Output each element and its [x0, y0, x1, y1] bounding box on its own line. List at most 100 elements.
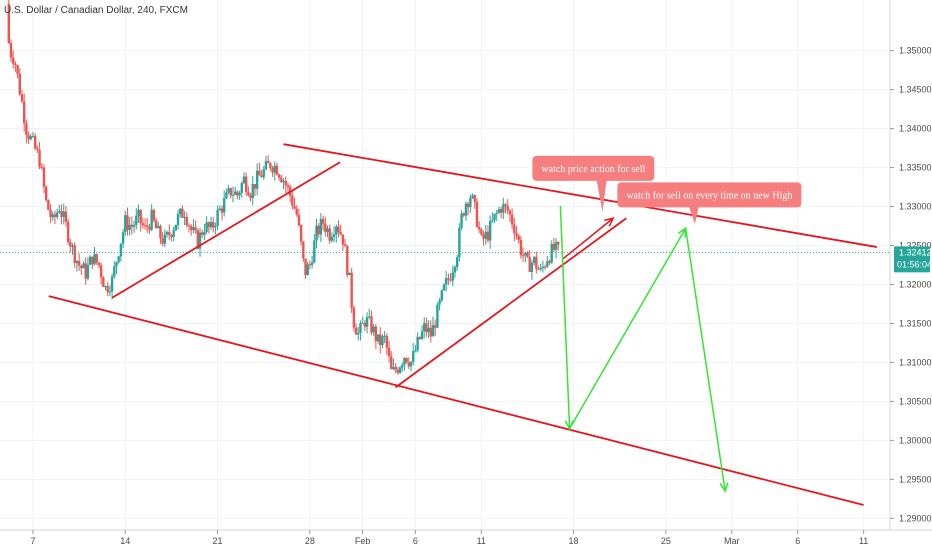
candle-body — [328, 228, 331, 241]
trend-line — [111, 161, 341, 299]
candle-body — [247, 191, 250, 196]
candle-body — [9, 43, 13, 58]
candle-body — [286, 185, 290, 187]
candle-body — [220, 208, 224, 213]
candle-body — [137, 209, 140, 216]
candle-body — [396, 369, 400, 373]
candle-body — [486, 231, 490, 241]
candle-body — [218, 208, 221, 211]
candle-body — [429, 327, 433, 337]
candle-body — [423, 323, 426, 332]
candle-body — [181, 208, 184, 218]
candle-body — [242, 176, 246, 184]
candle-body — [172, 230, 175, 237]
candle-body — [403, 358, 406, 365]
candle-body — [104, 286, 107, 288]
candle-body — [361, 322, 364, 324]
price-tick-label: 1.29500 — [899, 474, 932, 484]
time-tick-label: Feb — [355, 536, 371, 546]
candle-body — [255, 170, 259, 189]
annotation-text: watch for sell on every time on new High — [626, 190, 792, 201]
candle-body — [264, 161, 268, 170]
candle-body — [444, 278, 448, 285]
candle-body — [337, 226, 340, 232]
candle-body — [269, 163, 272, 169]
candle-body — [27, 135, 30, 140]
candle-body — [313, 240, 316, 263]
candle-body — [291, 195, 294, 206]
candle-body — [18, 73, 21, 95]
candle-body — [420, 331, 424, 339]
candle-body — [168, 232, 171, 236]
candle-body — [502, 204, 505, 213]
candle-body — [319, 218, 323, 235]
time-axis[interactable]: 7 14 21 28 Feb 6 11 18 25 Mar 6 11 — [30, 530, 868, 546]
candle-body — [135, 215, 138, 225]
candle-body — [530, 262, 534, 272]
candle-body — [236, 191, 239, 196]
candle-body — [348, 272, 351, 276]
candle-body — [108, 291, 112, 293]
candle-body — [427, 327, 430, 333]
candle-body — [308, 264, 312, 266]
candle-body — [321, 218, 325, 224]
time-tick-label: 28 — [305, 536, 315, 546]
candle-body — [379, 334, 382, 346]
candle-body — [42, 167, 46, 187]
candle-body — [409, 361, 413, 367]
candle-body — [537, 268, 540, 270]
candle-body — [86, 264, 90, 279]
candle-body — [466, 203, 470, 208]
candle-body — [196, 230, 200, 249]
candle-body — [491, 220, 494, 222]
time-tick-label: 21 — [213, 536, 223, 546]
candle-body — [306, 264, 309, 276]
candle-body — [222, 198, 226, 213]
price-tick-label: 1.31000 — [899, 357, 932, 367]
candle-body — [510, 214, 514, 225]
price-tick-label: 1.30500 — [899, 396, 932, 406]
candle-body — [398, 367, 402, 373]
trend-line — [48, 295, 864, 506]
candle-body — [526, 252, 529, 257]
candle-body — [192, 227, 195, 231]
annotation-box[interactable] — [617, 182, 802, 208]
price-tick-label: 1.34000 — [899, 124, 932, 134]
candle-body — [146, 225, 149, 227]
candle-body — [31, 135, 35, 137]
candle-body — [488, 221, 492, 241]
candle-body — [548, 261, 551, 263]
time-tick-label: Mar — [724, 536, 740, 546]
candle-body — [477, 226, 481, 230]
candle-body — [262, 169, 265, 178]
candle-body — [150, 209, 153, 230]
candle-body — [71, 245, 74, 247]
candle-body — [207, 222, 211, 228]
candle-body — [128, 224, 131, 230]
candle-body — [293, 205, 296, 209]
candle-body — [141, 223, 145, 226]
candle-body — [528, 256, 531, 272]
candle-body — [508, 210, 512, 215]
drawings-layer — [48, 143, 877, 506]
trend-line — [283, 143, 877, 248]
candle-body — [157, 225, 160, 229]
candle-body — [271, 168, 274, 173]
annotation-pointer — [596, 179, 607, 212]
candle-body — [38, 149, 41, 168]
candle-body — [249, 195, 252, 198]
price-axis[interactable]: 1.29000 1.29500 1.30000 1.30500 1.31000 1.315… — [890, 46, 932, 524]
candle-body — [231, 194, 235, 196]
candle-body — [374, 326, 378, 342]
candle-body — [233, 191, 237, 195]
annotation-pointer — [688, 206, 699, 224]
annotation-box[interactable] — [532, 155, 655, 181]
candle-body — [447, 278, 450, 280]
candle-body — [251, 184, 254, 198]
price-tick-label: 1.29000 — [899, 513, 932, 523]
candle-body — [80, 265, 83, 269]
candle-body — [121, 232, 125, 244]
candle-body — [198, 232, 202, 249]
candle-body — [346, 246, 349, 276]
